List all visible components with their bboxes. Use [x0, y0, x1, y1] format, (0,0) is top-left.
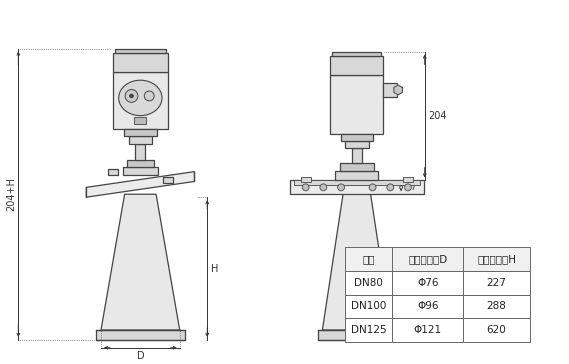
Text: 法兰: 法兰 [362, 254, 375, 264]
Bar [384, 83, 397, 97]
Text: 喇叭口高度H: 喇叭口高度H [477, 254, 516, 264]
Text: H: H [211, 264, 218, 273]
Ellipse shape [119, 80, 162, 116]
Text: 喇叭口直径D: 喇叭口直径D [408, 254, 447, 264]
Bar [108, 169, 118, 175]
Bar [345, 271, 392, 294]
Bar [123, 167, 158, 175]
Bar [463, 248, 530, 271]
Bar [134, 118, 146, 124]
Bar [301, 177, 311, 182]
Text: Φ121: Φ121 [414, 325, 442, 335]
Circle shape [387, 184, 394, 191]
Bar [129, 136, 152, 144]
Bar [392, 271, 463, 294]
Circle shape [337, 184, 344, 191]
Text: 204: 204 [428, 111, 447, 121]
Bar [126, 160, 154, 167]
Text: D: D [137, 351, 144, 361]
Bar [319, 330, 395, 340]
Polygon shape [323, 194, 391, 330]
Bar [392, 294, 463, 318]
Polygon shape [101, 194, 180, 330]
Bar [463, 294, 530, 318]
Bar [163, 177, 173, 183]
Circle shape [369, 184, 376, 191]
Bar [392, 248, 463, 271]
Bar [330, 55, 384, 75]
Bar [135, 144, 145, 160]
Bar [463, 271, 530, 294]
Bar [290, 181, 424, 194]
Polygon shape [394, 85, 402, 95]
Circle shape [125, 90, 138, 102]
Bar [332, 52, 381, 55]
Circle shape [302, 184, 309, 191]
Text: 620: 620 [486, 325, 506, 335]
Bar [340, 163, 373, 171]
Bar [345, 141, 369, 148]
Bar [113, 72, 168, 129]
Circle shape [130, 94, 134, 98]
Text: DN125: DN125 [351, 325, 386, 335]
Bar [123, 129, 157, 136]
Text: DN80: DN80 [354, 278, 383, 288]
Bar [294, 181, 420, 185]
Circle shape [320, 184, 327, 191]
Text: Φ76: Φ76 [417, 278, 438, 288]
Bar [335, 171, 378, 181]
Bar [403, 177, 413, 182]
Bar [392, 318, 463, 342]
Bar [463, 318, 530, 342]
Bar [341, 134, 373, 141]
Text: 204+H: 204+H [6, 177, 17, 211]
Bar [115, 49, 166, 52]
Bar [330, 75, 384, 134]
Bar [113, 52, 168, 72]
Polygon shape [86, 171, 195, 197]
Text: 57: 57 [405, 183, 417, 192]
Bar [352, 148, 362, 163]
Bar [345, 248, 392, 271]
Text: 227: 227 [486, 278, 506, 288]
Bar [345, 294, 392, 318]
Text: 288: 288 [486, 301, 506, 312]
Circle shape [145, 91, 154, 101]
Text: DN100: DN100 [351, 301, 386, 312]
Text: Φ96: Φ96 [417, 301, 438, 312]
Bar [345, 318, 392, 342]
Circle shape [405, 184, 411, 191]
Bar [96, 330, 184, 340]
